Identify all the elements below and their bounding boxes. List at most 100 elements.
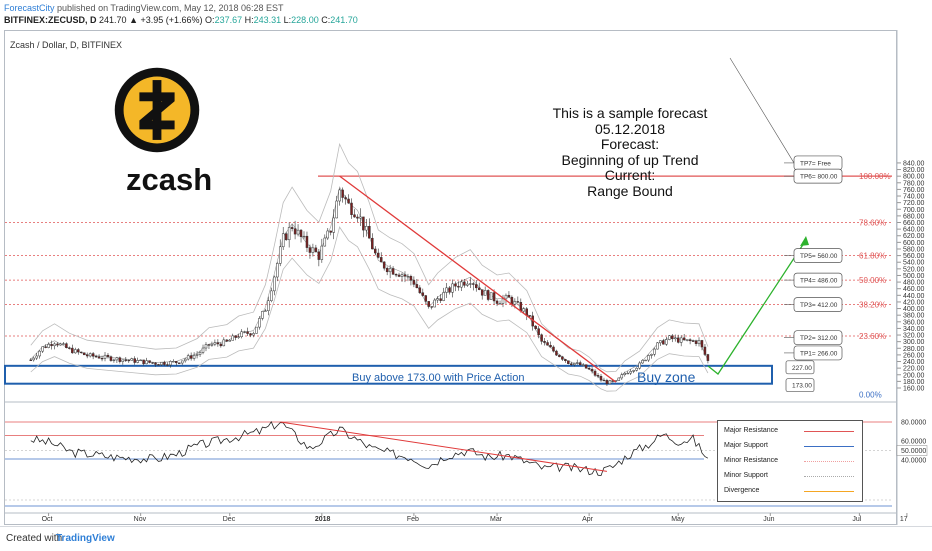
candle xyxy=(498,303,502,305)
candle xyxy=(145,360,148,365)
price-tick-label: 460.00 xyxy=(903,286,925,293)
candle xyxy=(507,294,511,298)
tradingview-logo[interactable]: TradingView xyxy=(56,533,115,544)
candle xyxy=(142,359,145,365)
candle xyxy=(653,348,656,355)
candle xyxy=(466,283,469,286)
candle xyxy=(659,340,662,344)
candle xyxy=(258,318,261,328)
candle xyxy=(65,343,68,349)
candle xyxy=(332,217,335,233)
candle xyxy=(415,284,419,288)
candle xyxy=(329,230,332,233)
candle xyxy=(656,342,659,350)
zcash-logo-icon xyxy=(114,67,200,153)
fib-label: 23.60% xyxy=(859,332,886,341)
price-tick-label: 420.00 xyxy=(903,299,925,306)
candle xyxy=(38,350,41,357)
fib-label: 50.00% xyxy=(859,276,886,285)
candle xyxy=(368,225,371,239)
candle xyxy=(62,343,65,345)
bollinger-upper xyxy=(30,142,709,373)
symbol-bar: BITFINEX:ZECUSD, D 241.70 ▲ +3.95 (+1.66… xyxy=(4,15,358,25)
candle xyxy=(91,353,95,357)
rsi-tick-label: 50.0000 xyxy=(901,448,926,455)
candle xyxy=(228,340,231,342)
candle xyxy=(347,198,350,204)
time-tick-label: Dec xyxy=(223,516,236,523)
price-tick-label: 320.00 xyxy=(903,333,925,340)
candle xyxy=(573,363,576,365)
candle xyxy=(261,311,264,319)
candle xyxy=(578,362,582,366)
forecast-line: 05.12.2018 xyxy=(594,120,666,137)
candle xyxy=(186,355,190,360)
publisher-link[interactable]: ForecastCity xyxy=(4,3,55,13)
candle xyxy=(172,361,175,363)
candle xyxy=(567,360,570,364)
candle xyxy=(189,355,193,359)
candle xyxy=(632,370,635,372)
last-price: 241.70 xyxy=(99,15,127,25)
candle xyxy=(124,359,128,361)
candle xyxy=(207,344,211,346)
fib-label: 38.20% xyxy=(859,301,886,310)
candle xyxy=(234,335,237,338)
candle xyxy=(115,357,119,361)
fib-label: 61.80% xyxy=(859,252,886,261)
buy-zone-box xyxy=(4,364,773,385)
candle xyxy=(249,333,252,336)
candle xyxy=(362,216,365,231)
candle xyxy=(439,298,442,301)
target-label: TP1= 266.00 xyxy=(800,350,838,357)
candle xyxy=(620,374,624,379)
candle xyxy=(326,230,330,239)
candle xyxy=(495,300,499,304)
candle xyxy=(151,362,154,364)
candle xyxy=(74,349,77,354)
price-tick-label: 400.00 xyxy=(903,306,925,313)
candle xyxy=(377,252,380,258)
candle xyxy=(457,285,460,288)
candle xyxy=(311,247,315,253)
candle xyxy=(278,246,282,264)
candle xyxy=(641,360,644,364)
candle xyxy=(537,328,540,336)
candle xyxy=(94,355,98,358)
candle xyxy=(237,336,240,338)
target-label: TP4= 486.00 xyxy=(800,278,838,285)
footer-bar: Created with TradingView xyxy=(0,526,932,551)
price-tick-label: 280.00 xyxy=(903,346,925,353)
moving-average xyxy=(30,186,709,383)
price-tick-label: 340.00 xyxy=(903,326,925,333)
candle xyxy=(647,355,650,361)
time-tick-label: May xyxy=(671,516,685,523)
candle xyxy=(252,333,255,336)
candle xyxy=(617,377,621,381)
candle xyxy=(204,344,208,349)
candle xyxy=(665,339,668,345)
price-tick-label: 540.00 xyxy=(903,260,925,267)
price-tick-label: 760.00 xyxy=(903,187,925,194)
time-tick-label: Apr xyxy=(582,516,594,523)
candle xyxy=(671,335,674,340)
legend-item: Major Support xyxy=(724,441,860,453)
candle xyxy=(448,287,451,293)
candle xyxy=(350,202,353,215)
candle xyxy=(483,290,487,296)
candle xyxy=(77,349,80,353)
candle xyxy=(299,229,303,237)
candle xyxy=(88,353,92,357)
candle xyxy=(703,346,707,355)
price-tick-label: 240.00 xyxy=(903,359,925,366)
chart-title: Zcash / Dollar, D, BITFINEX xyxy=(10,40,123,50)
candle xyxy=(697,340,701,344)
candle xyxy=(501,298,505,304)
candle xyxy=(284,233,288,241)
candle xyxy=(276,263,279,278)
candle xyxy=(605,380,609,385)
candle xyxy=(44,346,47,348)
candle xyxy=(281,233,285,248)
candle xyxy=(406,276,410,278)
